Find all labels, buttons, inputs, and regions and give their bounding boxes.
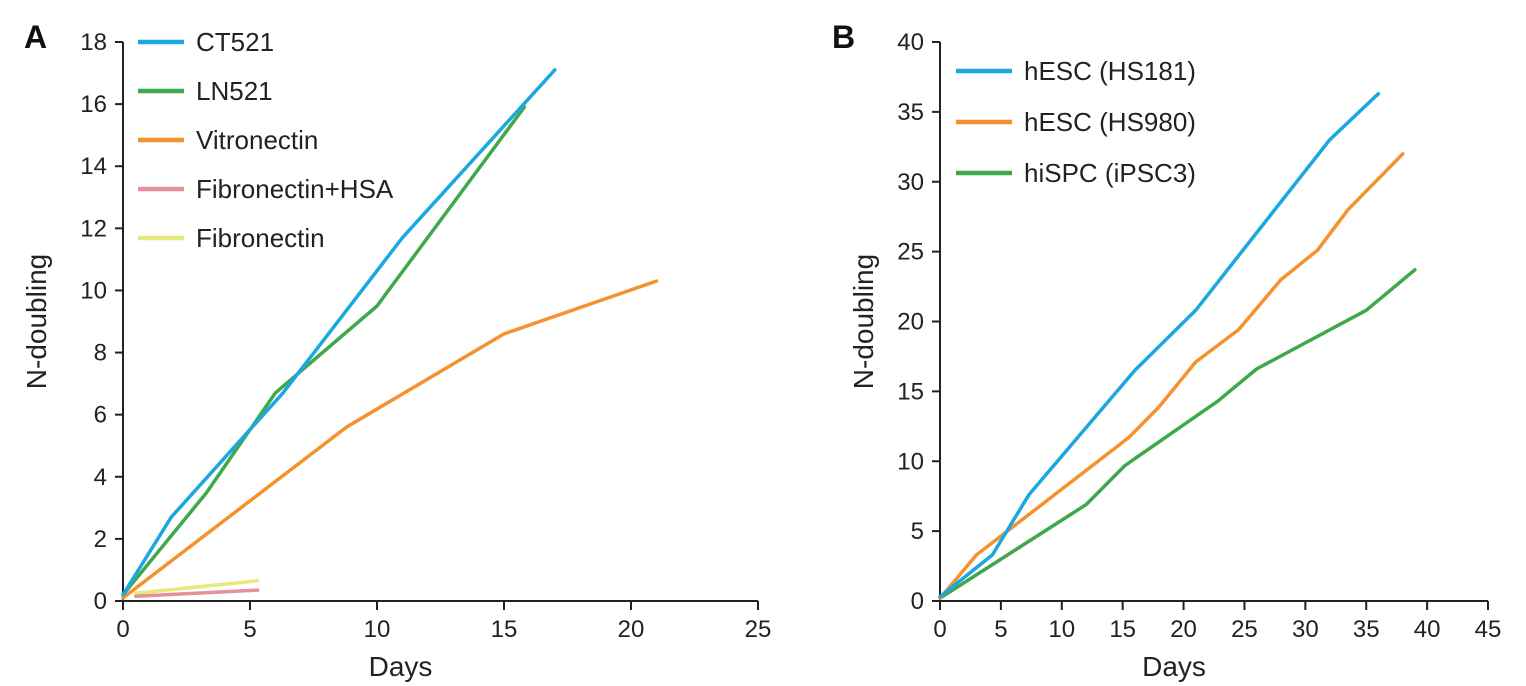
x-tick-label: 40 (1414, 616, 1441, 643)
x-tick-label: 20 (1170, 616, 1197, 643)
y-tick-label: 8 (94, 340, 107, 367)
panel-label-b: B (832, 19, 855, 55)
x-tick-label: 10 (364, 616, 391, 643)
y-tick-label: 6 (94, 402, 107, 429)
y-tick-label: 10 (80, 277, 107, 304)
x-tick-label: 0 (933, 616, 946, 643)
y-tick-label: 0 (911, 588, 924, 615)
y-tick-label: 30 (897, 169, 924, 196)
x-tick-label: 15 (1109, 616, 1136, 643)
x-axis-label: Days (369, 651, 433, 682)
x-tick-label: 20 (618, 616, 645, 643)
y-tick-label: 5 (911, 518, 924, 545)
series-line-hesc-hs980 (938, 152, 1405, 600)
y-tick-label: 25 (897, 239, 924, 266)
legend-label-fibronectin-hsa: Fibronectin+HSA (196, 174, 394, 204)
x-tick-label: 30 (1292, 616, 1319, 643)
panel-b-plot: 0 5 10 15 20 25 30 35 40 0 5 10 15 20 25 30 35 40 45 Days N-… (848, 29, 1501, 682)
y-tick-label: 12 (80, 215, 107, 242)
legend-label-hispc-ipsc3: hiSPC (iPSC3) (1024, 158, 1196, 188)
y-tick-label: 10 (897, 448, 924, 475)
y-tick-label: 18 (80, 29, 107, 56)
series-line-ln521 (121, 105, 527, 597)
panel-a-plot: 0 2 4 6 8 10 12 14 16 18 0 5 10 15 20 25 Days N-doubling C… (21, 27, 771, 682)
y-tick-label: 15 (897, 378, 924, 405)
x-tick-label: 15 (491, 616, 518, 643)
panel-label-a: A (24, 19, 47, 55)
legend-label-fibronectin: Fibronectin (196, 223, 325, 253)
series-line-fibronectin-hsa (133, 588, 260, 599)
y-tick-label: 14 (80, 153, 107, 180)
series-line-ct521 (121, 68, 557, 597)
x-tick-label: 0 (116, 616, 129, 643)
y-axis-label: N-doubling (21, 254, 52, 389)
legend-label-ct521: CT521 (196, 27, 274, 57)
x-tick-label: 45 (1475, 616, 1502, 643)
x-tick-label: 25 (745, 616, 772, 643)
y-tick-label: 2 (94, 526, 107, 553)
x-axis-label: Days (1142, 651, 1206, 682)
series-line-hispc-ipsc3 (938, 268, 1417, 600)
y-tick-label: 20 (897, 309, 924, 336)
y-tick-label: 4 (94, 464, 107, 491)
series-line-fibronectin (133, 579, 260, 595)
x-tick-label: 35 (1353, 616, 1380, 643)
series-line-vitronectin (121, 279, 659, 600)
x-tick-label: 5 (243, 616, 256, 643)
y-axis-label: N-doubling (848, 254, 879, 389)
y-tick-label: 16 (80, 91, 107, 118)
legend-label-hesc-hs980: hESC (HS980) (1024, 107, 1196, 137)
x-tick-label: 10 (1048, 616, 1075, 643)
y-tick-label: 40 (897, 29, 924, 56)
y-tick-label: 35 (897, 99, 924, 126)
x-tick-label: 25 (1231, 616, 1258, 643)
legend-label-hesc-hs181: hESC (HS181) (1024, 56, 1196, 86)
series-line-hesc-hs181 (938, 91, 1381, 599)
legend-label-ln521: LN521 (196, 76, 273, 106)
y-tick-label: 0 (94, 588, 107, 615)
legend-label-vitronectin: Vitronectin (196, 125, 318, 155)
x-tick-label: 5 (994, 616, 1007, 643)
